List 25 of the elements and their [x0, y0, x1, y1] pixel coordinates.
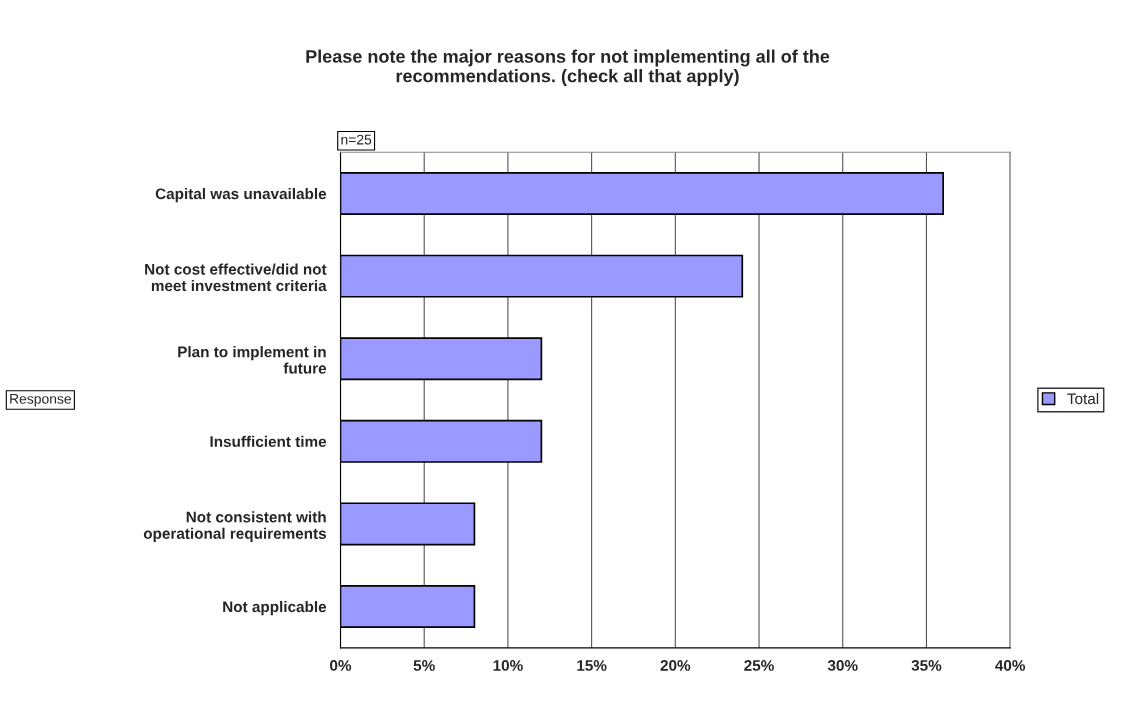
bar: [340, 172, 945, 216]
text: n=25: [341, 134, 372, 145]
y-tick-label: Not consistent with operational requirements: [143, 511, 326, 542]
bar: [340, 337, 543, 381]
y-tick-label: Not cost effective/did not meet investment criteria: [145, 263, 327, 292]
bar: [340, 585, 476, 629]
x-tick-label: 0%: [330, 660, 352, 671]
x-tick-label: 5%: [413, 660, 435, 671]
x-tick-label: 25%: [744, 660, 774, 671]
x-tick-label: 40%: [995, 660, 1026, 671]
y-tick-label: Insufficient time: [210, 435, 327, 448]
y-tick-label: Not applicable: [223, 600, 327, 616]
bar: [340, 254, 744, 298]
y-tick-label: Plan to implement in future: [178, 346, 327, 374]
legend-label: Total: [1067, 392, 1099, 405]
chart-title: Please note the major reasons for not implementing all of the recommendations. (check all that apply): [306, 49, 830, 86]
y-tick-label: Capital was unavailable: [155, 187, 327, 203]
bar: [340, 502, 476, 546]
x-tick-label: 35%: [911, 660, 942, 671]
x-tick-label: 10%: [493, 660, 523, 671]
x-tick-label: 30%: [827, 660, 858, 671]
x-tick-label: 15%: [577, 660, 607, 671]
x-tick-label: 20%: [660, 660, 691, 671]
bar: [340, 419, 543, 463]
text: Response: [10, 394, 71, 407]
